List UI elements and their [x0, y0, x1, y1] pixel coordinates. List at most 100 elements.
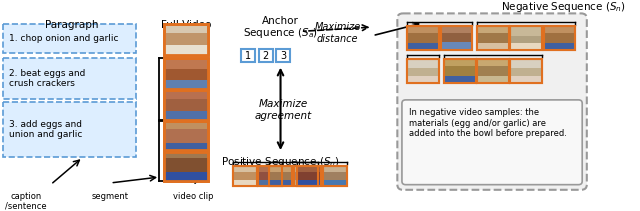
Bar	[543, 26, 575, 50]
Bar	[269, 180, 292, 186]
Text: segment: segment	[92, 192, 129, 200]
Text: caption
/sentence: caption /sentence	[5, 192, 47, 211]
Bar	[444, 59, 476, 83]
FancyBboxPatch shape	[3, 102, 136, 157]
Text: 2. beat eggs and
crush crackers: 2. beat eggs and crush crackers	[9, 69, 86, 88]
Bar	[164, 58, 208, 89]
Bar	[259, 180, 282, 186]
Bar	[297, 172, 321, 180]
Bar	[164, 121, 208, 152]
Bar	[444, 76, 476, 83]
Bar	[164, 24, 208, 54]
FancyBboxPatch shape	[276, 49, 290, 62]
Bar	[233, 166, 257, 186]
Bar	[444, 59, 476, 83]
Bar	[477, 66, 509, 76]
Bar	[259, 166, 282, 186]
Bar	[233, 166, 257, 186]
FancyBboxPatch shape	[397, 14, 587, 190]
Bar	[511, 26, 541, 50]
Text: Paragraph: Paragraph	[45, 20, 99, 30]
Bar	[164, 121, 208, 152]
FancyBboxPatch shape	[259, 49, 273, 62]
Bar	[297, 180, 321, 186]
Text: Anchor: Anchor	[262, 16, 299, 26]
Text: Maximize
distance: Maximize distance	[314, 22, 361, 43]
Bar	[164, 33, 208, 45]
Bar	[269, 166, 292, 186]
Text: 3. add eggs and
union and garlic: 3. add eggs and union and garlic	[9, 120, 83, 139]
Text: Negative Sequence ($S_n$): Negative Sequence ($S_n$)	[501, 0, 627, 14]
Text: Maximize
agreement: Maximize agreement	[255, 99, 312, 121]
Text: Positive Sequence ($S_p$): Positive Sequence ($S_p$)	[221, 156, 340, 170]
Bar	[408, 26, 439, 50]
Bar	[440, 26, 472, 50]
FancyBboxPatch shape	[402, 100, 582, 185]
Bar	[477, 43, 509, 50]
Bar	[477, 26, 509, 50]
Bar	[543, 43, 575, 50]
Bar	[408, 43, 439, 50]
Bar	[440, 26, 472, 50]
Bar	[164, 143, 208, 152]
Bar	[511, 43, 541, 50]
Bar	[477, 76, 509, 83]
Bar	[164, 158, 208, 172]
Bar	[233, 180, 257, 186]
Bar	[164, 45, 208, 54]
Bar	[477, 33, 509, 43]
Bar	[164, 90, 208, 120]
Text: video clip: video clip	[173, 192, 213, 200]
Bar	[269, 166, 292, 186]
Bar	[408, 59, 439, 83]
Bar	[440, 42, 472, 50]
Bar	[323, 166, 347, 186]
Bar	[543, 26, 575, 50]
Bar	[511, 59, 541, 83]
Bar	[164, 24, 208, 54]
Bar	[477, 59, 509, 83]
Bar	[164, 111, 208, 120]
Bar	[323, 166, 347, 186]
Bar	[297, 166, 321, 186]
Bar	[511, 76, 541, 83]
Bar	[323, 180, 347, 186]
Bar	[511, 68, 541, 76]
Bar	[164, 80, 208, 89]
Bar	[543, 33, 575, 43]
Bar	[477, 26, 509, 50]
Text: 3: 3	[280, 51, 286, 61]
Bar	[259, 172, 282, 180]
Bar	[408, 59, 439, 83]
Bar	[164, 90, 208, 120]
Bar	[164, 99, 208, 111]
Text: In negative video samples: the
materials (egg and/or garlic) are
added into the : In negative video samples: the materials…	[410, 108, 567, 138]
Bar	[511, 36, 541, 43]
Bar	[511, 59, 541, 83]
Bar	[323, 172, 347, 180]
Bar	[164, 129, 208, 143]
FancyBboxPatch shape	[3, 58, 136, 99]
Bar	[164, 172, 208, 181]
Text: Sequence ($S_a$): Sequence ($S_a$)	[243, 26, 318, 40]
Bar	[294, 180, 318, 186]
Bar	[477, 59, 509, 83]
Bar	[297, 166, 321, 186]
Text: 2: 2	[262, 51, 269, 61]
Text: 1. chop onion and garlic: 1. chop onion and garlic	[9, 34, 118, 43]
Bar	[511, 26, 541, 50]
Bar	[444, 66, 476, 76]
Text: 1: 1	[245, 51, 252, 61]
Bar	[294, 166, 318, 186]
Bar	[259, 166, 282, 186]
Text: Full Video: Full Video	[161, 20, 211, 30]
Bar	[408, 76, 439, 83]
Bar	[164, 69, 208, 80]
Bar	[164, 58, 208, 89]
Bar	[408, 33, 439, 43]
Bar	[408, 26, 439, 50]
FancyBboxPatch shape	[3, 24, 136, 53]
FancyBboxPatch shape	[241, 49, 255, 62]
Bar	[294, 172, 318, 180]
Bar	[294, 166, 318, 186]
